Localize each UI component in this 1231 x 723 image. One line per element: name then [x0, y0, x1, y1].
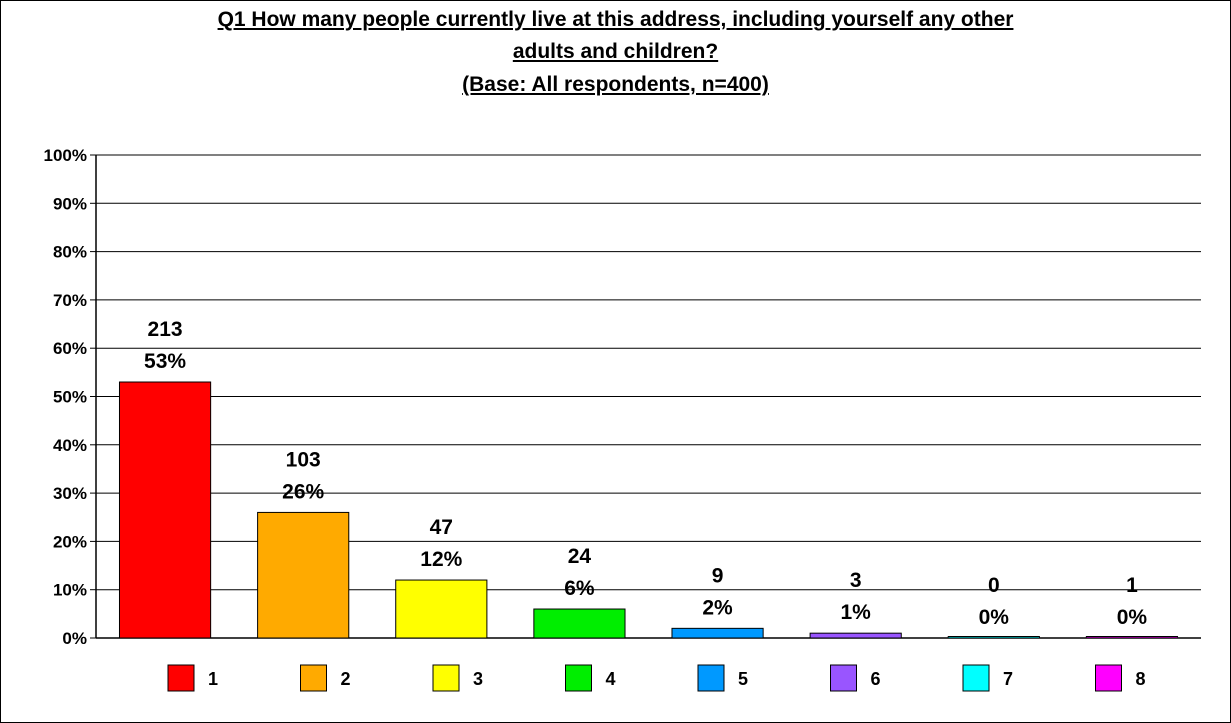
- bar-5: [671, 627, 764, 639]
- count-label-1: 213: [148, 318, 183, 341]
- chart-title-line-1: Q1 How many people currently live at thi…: [217, 8, 1014, 31]
- y-tick-label: 30%: [53, 484, 87, 503]
- bar-2: [257, 511, 350, 639]
- legend-label-7: 7: [1003, 669, 1013, 689]
- y-tick-label: 10%: [53, 581, 87, 600]
- value-label-3: 12%: [420, 548, 462, 571]
- y-tick-label: 80%: [53, 243, 87, 262]
- chart-title-line-3: (Base: All respondents, n=400): [462, 73, 769, 96]
- y-tick-label: 70%: [53, 291, 87, 310]
- legend-swatch-6: [830, 664, 857, 692]
- legend-label-2: 2: [341, 669, 351, 689]
- count-label-6: 3: [850, 569, 862, 592]
- legend-swatch-8: [1095, 664, 1122, 692]
- legend-label-6: 6: [871, 669, 881, 689]
- legend-label-5: 5: [738, 669, 748, 689]
- legend-swatch-3: [432, 664, 460, 692]
- bar-3: [395, 579, 488, 639]
- y-tick-label: 100%: [44, 146, 87, 165]
- count-label-2: 103: [286, 448, 321, 471]
- y-tick-label: 90%: [53, 194, 87, 213]
- legend-swatch-4: [565, 664, 592, 692]
- y-tick-label: 40%: [53, 436, 87, 455]
- value-label-5: 2%: [702, 596, 733, 619]
- y-tick-label: 60%: [53, 339, 87, 358]
- count-label-3: 47: [430, 516, 453, 539]
- legend-label-8: 8: [1136, 669, 1146, 689]
- bar-7: [947, 636, 1040, 639]
- y-tick-label: 0%: [62, 629, 87, 648]
- legend-label-4: 4: [606, 669, 616, 689]
- y-tick-label: 20%: [53, 532, 87, 551]
- value-label-2: 26%: [282, 480, 324, 503]
- legend-label-1: 1: [208, 669, 218, 689]
- bar-6: [809, 632, 902, 639]
- bar-8: [1085, 636, 1179, 639]
- value-label-6: 1%: [841, 601, 872, 624]
- count-label-4: 24: [568, 545, 592, 568]
- count-label-5: 9: [712, 564, 724, 587]
- legend-swatch-5: [697, 664, 725, 692]
- legend-swatch-7: [962, 664, 990, 692]
- chart-title-line-2: adults and children?: [512, 40, 719, 63]
- legend-swatch-1: [167, 664, 195, 692]
- value-label-8: 0%: [1117, 606, 1148, 629]
- count-label-7: 0: [988, 574, 1000, 597]
- value-label-1: 53%: [144, 350, 186, 373]
- legend-swatch-2: [300, 664, 327, 692]
- y-tick-label: 50%: [53, 388, 87, 407]
- bar-1: [118, 381, 212, 639]
- value-label-4: 6%: [564, 577, 595, 600]
- legend-label-3: 3: [473, 669, 483, 689]
- value-label-7: 0%: [979, 606, 1010, 629]
- bar-4: [533, 608, 626, 639]
- count-label-8: 1: [1126, 574, 1138, 597]
